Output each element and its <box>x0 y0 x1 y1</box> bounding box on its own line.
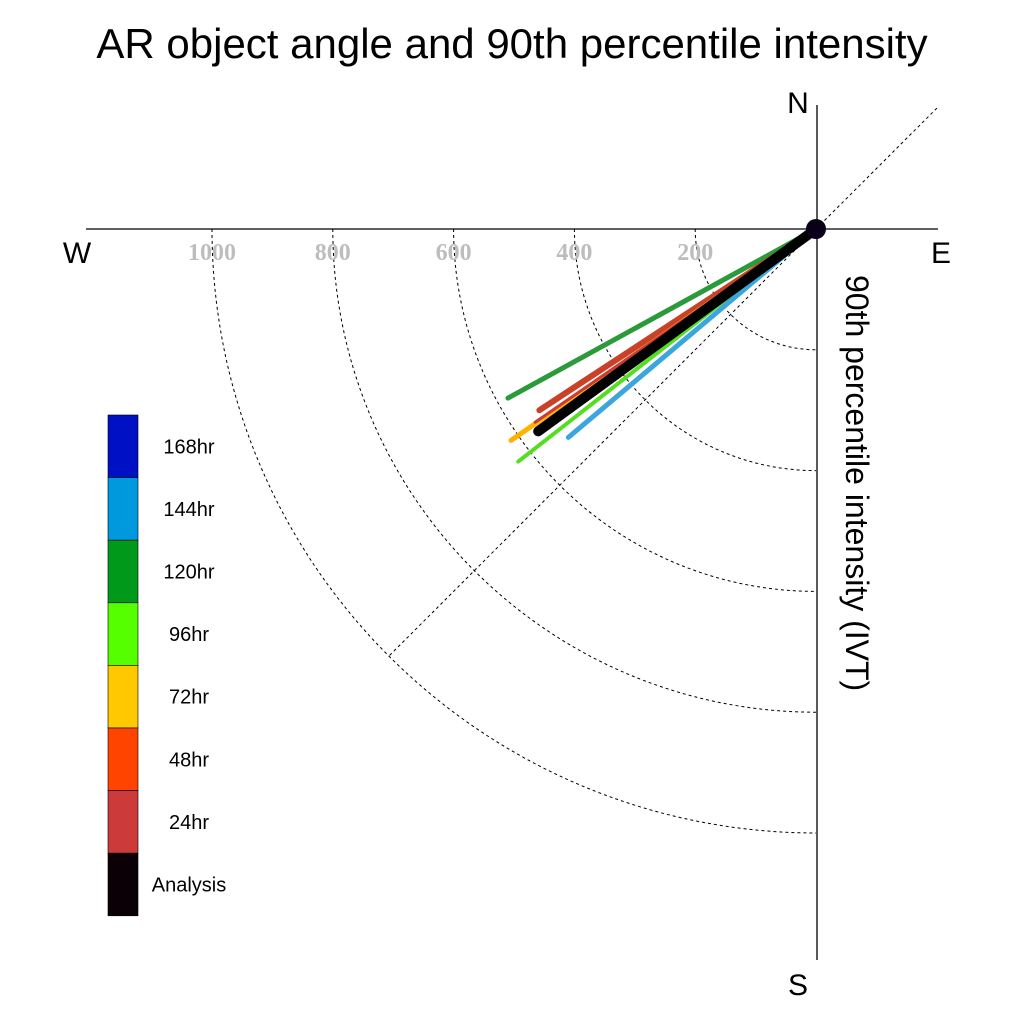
legend-label: 120hr <box>163 562 214 584</box>
compass-north: N <box>787 87 809 120</box>
grid <box>211 106 939 834</box>
radial-axis-label: 90th percentile intensity (IVT) <box>839 275 875 691</box>
tick-label: 200 <box>677 240 713 266</box>
legend: 168hr 144hr 120hr 96hr 72hr 48hr 24hr Analysis <box>107 414 226 917</box>
vector-120hr <box>505 226 819 401</box>
legend-swatch <box>107 539 139 604</box>
legend-label: 24hr <box>169 812 209 834</box>
grid-arc <box>211 228 817 834</box>
grid-arc <box>573 228 817 472</box>
grid-arc <box>694 228 817 351</box>
chart-title: AR object angle and 90th percentile inte… <box>96 20 927 67</box>
compass-south: S <box>788 969 808 1002</box>
legend-label: 96hr <box>169 624 209 646</box>
tick-label: 600 <box>436 240 472 266</box>
tick-label: 800 <box>315 240 351 266</box>
legend-swatch <box>107 665 139 729</box>
tick-label: 1000 <box>188 240 236 266</box>
legend-label: Analysis <box>152 875 226 897</box>
legend-swatch <box>107 852 139 917</box>
legend-swatch <box>107 414 139 478</box>
legend-swatch <box>107 477 139 541</box>
legend-swatch <box>107 727 139 791</box>
legend-label: 72hr <box>169 687 209 709</box>
legend-label: 48hr <box>169 749 209 771</box>
legend-label: 144hr <box>163 499 214 521</box>
compass-east: E <box>931 237 951 270</box>
grid-diagonal-ne <box>815 106 939 230</box>
vectors <box>505 224 821 464</box>
tick-label: 400 <box>556 240 592 266</box>
legend-swatch <box>107 602 139 666</box>
grid-arc <box>332 228 817 713</box>
legend-label: 168hr <box>163 436 214 458</box>
compass-west: W <box>63 237 92 270</box>
radial-ticks: 200 400 600 800 1000 <box>188 240 713 266</box>
grid-diagonal-sw <box>388 228 817 657</box>
vector-analysis <box>533 224 821 437</box>
legend-swatch <box>107 790 139 854</box>
origin-marker <box>806 219 826 239</box>
